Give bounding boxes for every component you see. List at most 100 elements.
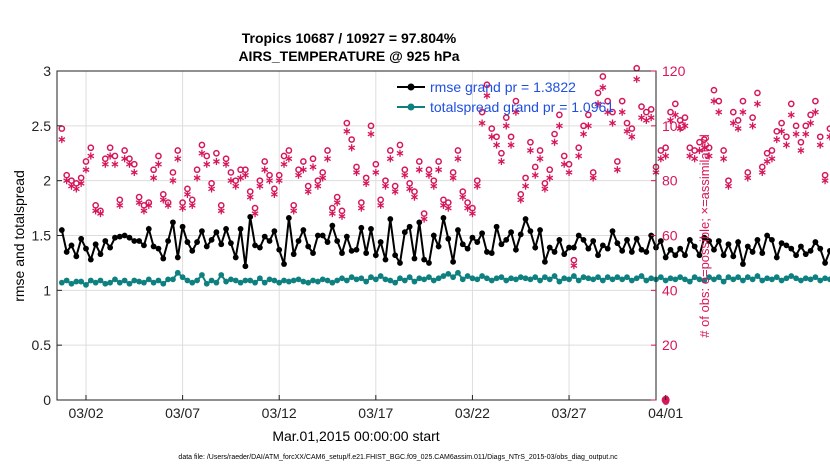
series-point <box>377 239 384 245</box>
series-point <box>310 250 316 256</box>
series-point <box>107 244 114 251</box>
series-point <box>740 261 746 267</box>
series-point <box>401 229 408 236</box>
obs-possible-point <box>676 117 684 124</box>
series-point <box>541 258 548 265</box>
series-point <box>672 276 679 283</box>
series-point <box>715 238 722 244</box>
obs-possible-point <box>498 149 505 157</box>
series-point <box>87 256 94 263</box>
obs-assimilated-point <box>729 119 737 127</box>
series-point <box>232 254 239 261</box>
series-point <box>87 277 94 284</box>
series-point <box>261 279 268 286</box>
series-point <box>812 239 819 245</box>
obs-possible-point <box>396 141 404 149</box>
obs-possible-point <box>816 133 824 141</box>
series-point <box>339 250 345 256</box>
series-point <box>633 275 640 282</box>
series-point <box>701 277 708 284</box>
obs-assimilated-point <box>647 114 655 122</box>
series-point <box>368 226 374 232</box>
series-point <box>556 236 563 243</box>
series-point <box>580 236 587 243</box>
series-point <box>735 239 742 245</box>
series-point <box>484 249 490 255</box>
obs-possible-point <box>763 149 771 157</box>
obs-assimilated-point <box>517 196 525 204</box>
obs-possible-point <box>802 122 810 130</box>
series-point <box>208 277 215 284</box>
obs-possible-point <box>502 114 510 121</box>
series-point <box>290 251 297 258</box>
series-point <box>662 254 669 261</box>
legend-spread-label: totalspread grand pr = 1.0961 <box>430 99 614 115</box>
series-point <box>261 233 268 240</box>
obs-assimilated-point <box>435 166 443 174</box>
series-point <box>112 234 118 241</box>
obs-possible-point <box>783 133 790 141</box>
obs-possible-point <box>792 122 800 130</box>
legend-rmse-marker <box>407 83 415 91</box>
obs-assimilated-point <box>705 152 713 160</box>
series-point <box>817 277 824 284</box>
obs-possible-point <box>556 111 563 119</box>
obs-possible-point <box>807 111 814 119</box>
obs-possible-point <box>348 136 356 143</box>
obs-assimilated-point <box>145 201 153 209</box>
obs-possible-point <box>744 169 752 176</box>
obs-assimilated-point <box>222 160 230 168</box>
obs-assimilated-point <box>725 182 732 190</box>
series-point <box>63 277 70 284</box>
series-point <box>657 274 664 281</box>
obs-assimilated-point <box>599 83 607 92</box>
obs-assimilated-point <box>121 155 129 163</box>
obs-assimilated-point <box>270 190 278 198</box>
series-point <box>493 223 500 230</box>
series-point <box>759 277 766 284</box>
obs-assimilated-point <box>382 182 389 190</box>
obs-possible-point <box>478 108 486 116</box>
right-tick-label: 40 <box>662 282 678 298</box>
series-point <box>450 274 457 281</box>
series-point <box>619 276 626 283</box>
series-point <box>711 276 717 283</box>
series-point <box>83 281 89 288</box>
series-point <box>677 245 684 252</box>
y-tick-label: 0 <box>43 392 51 408</box>
series-point <box>686 236 693 243</box>
series-point <box>459 276 466 283</box>
obs-possible-point <box>285 147 293 154</box>
obs-possible-point <box>121 147 128 154</box>
obs-assimilated-point <box>628 133 636 141</box>
series-point <box>759 250 766 256</box>
series-point <box>285 215 292 221</box>
obs-assimilated-point <box>749 122 757 130</box>
series-point <box>329 279 336 286</box>
obs-possible-point <box>700 136 708 143</box>
right-axis-label: # of obs: o=possible; ×=assimilated <box>697 134 712 337</box>
y-tick-label: 3 <box>43 63 51 79</box>
obs-assimilated-point <box>174 155 182 163</box>
obs-assimilated-point <box>787 111 795 119</box>
obs-possible-point <box>261 158 269 165</box>
obs-assimilated-point <box>483 92 491 100</box>
series-point <box>773 254 780 261</box>
obs-possible-point <box>372 160 380 168</box>
series-point <box>295 238 302 244</box>
series-point <box>116 233 123 240</box>
obs-possible-point <box>169 169 177 176</box>
obs-possible-point <box>686 144 694 152</box>
obs-assimilated-point <box>512 108 520 116</box>
obs-possible-point <box>821 171 829 179</box>
series-point <box>474 239 481 245</box>
obs-possible-point <box>546 166 554 174</box>
series-point <box>696 276 703 283</box>
series-point <box>648 275 655 282</box>
obs-assimilated-point <box>420 215 428 223</box>
obs-assimilated-point <box>797 146 805 155</box>
series-point <box>532 244 539 251</box>
x-tick-label: 03/27 <box>552 405 587 421</box>
obs-assimilated-point <box>290 207 298 215</box>
legend-spread-marker <box>407 103 415 111</box>
